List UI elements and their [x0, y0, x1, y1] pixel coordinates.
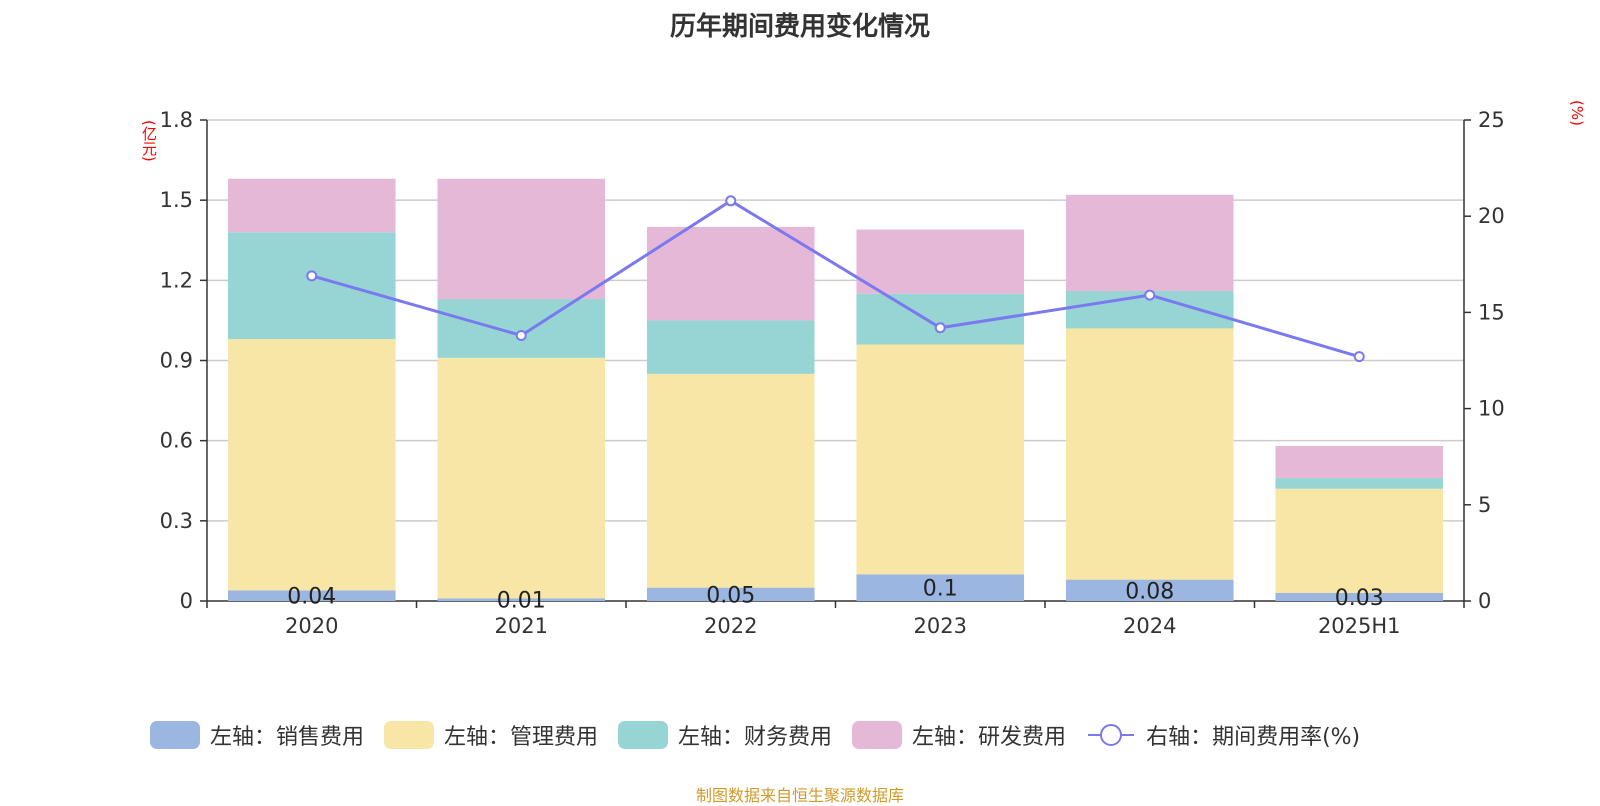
- bar-admin: [437, 357, 606, 599]
- right-axis-tick-label: 15: [1478, 300, 1505, 324]
- bar-rd: [227, 178, 396, 233]
- right-axis-tick-label: 0: [1478, 589, 1491, 613]
- legend-item-sales[interactable]: 左轴：销售费用: [150, 719, 364, 751]
- legend-label: 左轴：管理费用: [444, 725, 599, 750]
- bar-data-label: 0.05: [706, 583, 755, 608]
- bar-data-label: 0.08: [1125, 579, 1174, 604]
- legend-item-rate[interactable]: 右轴：期间费用率(%): [1086, 719, 1360, 751]
- left-axis-tick-label: 1.5: [160, 188, 193, 212]
- x-axis-tick-label: 2021: [495, 614, 548, 638]
- right-axis-tick-label: 10: [1478, 397, 1505, 421]
- bar-sales: [646, 587, 815, 601]
- legend-swatch: [150, 721, 200, 749]
- left-axis-tick-label: 0.3: [160, 509, 193, 533]
- left-axis-tick-label: 0: [180, 589, 193, 613]
- bar-admin: [646, 373, 815, 588]
- rate-point: [1353, 351, 1365, 363]
- legend-label: 左轴：财务费用: [678, 725, 833, 750]
- x-axis-tick-label: 2025H1: [1318, 614, 1401, 638]
- left-axis-tick-label: 0.9: [160, 349, 193, 373]
- bar-sales: [1065, 579, 1234, 601]
- chart-legend: 左轴：销售费用 左轴：管理费用 左轴：财务费用 左轴：研发费用 右轴：期间费用率(%): [150, 718, 1380, 752]
- legend-swatch: [852, 721, 903, 749]
- bar-admin: [227, 339, 396, 591]
- chart-title: 历年期间费用变化情况: [669, 12, 930, 42]
- left-axis-tick-label: 1.8: [160, 108, 193, 132]
- legend-label: 右轴：期间费用率(%): [1146, 725, 1361, 750]
- legend-label: 左轴：销售费用: [210, 725, 365, 750]
- bar-admin: [1065, 328, 1234, 580]
- bar-admin: [856, 344, 1025, 575]
- bar-finance: [227, 232, 396, 340]
- legend-item-finance[interactable]: 左轴：财务费用: [618, 719, 832, 751]
- bar-data-label: 0.03: [1335, 586, 1384, 611]
- x-axis-tick-label: 2022: [704, 614, 757, 638]
- bar-data-label: 0.01: [497, 589, 546, 614]
- right-axis-tick-label: 25: [1478, 108, 1505, 132]
- bar-data-label: 0.1: [923, 577, 958, 602]
- left-axis-tick-label: 1.2: [160, 268, 193, 292]
- data-source-note: 制图数据来自恒生聚源数据库: [695, 786, 904, 805]
- x-axis-tick-label: 2023: [914, 614, 967, 638]
- right-axis-tick-label: 5: [1478, 493, 1491, 517]
- legend-line-marker-icon: [1086, 721, 1136, 749]
- bar-rd: [856, 229, 1025, 294]
- bar-sales: [437, 598, 606, 601]
- rate-point: [934, 322, 946, 334]
- legend-item-admin[interactable]: 左轴：管理费用: [384, 719, 598, 751]
- bar-finance: [1275, 478, 1444, 489]
- legend-swatch: [384, 721, 435, 749]
- left-axis-unit: (亿元): [140, 120, 158, 162]
- legend-swatch: [618, 721, 669, 749]
- bar-rd: [1275, 446, 1444, 479]
- x-axis-tick-label: 2020: [285, 614, 338, 638]
- bar-sales: [227, 590, 396, 601]
- bar-sales: [856, 574, 1025, 601]
- bar-finance: [437, 299, 606, 358]
- right-axis-tick-label: 20: [1478, 204, 1505, 228]
- rate-line: [311, 199, 1360, 359]
- rate-point: [515, 329, 527, 341]
- bar-finance: [646, 320, 815, 374]
- rate-point: [306, 270, 318, 282]
- legend-label: 左轴：研发费用: [912, 725, 1067, 750]
- rate-point: [1144, 289, 1156, 301]
- bar-rd: [437, 178, 606, 300]
- right-axis-unit: (%): [1568, 100, 1586, 126]
- rate-point: [725, 195, 737, 207]
- bar-rd: [1065, 194, 1234, 292]
- legend-item-rd[interactable]: 左轴：研发费用: [852, 719, 1066, 751]
- bar-admin: [1275, 488, 1444, 593]
- x-axis-tick-label: 2024: [1123, 614, 1176, 638]
- bar-rd: [646, 226, 815, 321]
- left-axis-tick-label: 0.6: [160, 429, 193, 453]
- bar-data-label: 0.04: [287, 585, 336, 610]
- bar-sales: [1275, 592, 1444, 601]
